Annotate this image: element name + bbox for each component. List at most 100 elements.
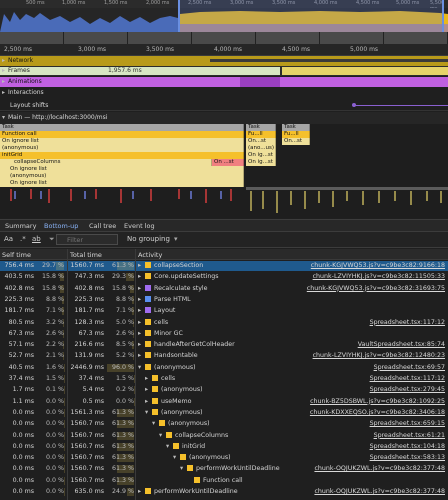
chevron-right-icon[interactable]: ▸ [138, 318, 142, 326]
regex-toggle[interactable]: .* [20, 235, 26, 243]
chevron-down-icon[interactable]: ▾ [138, 363, 142, 371]
chevron-down-icon[interactable]: ▾ [152, 420, 156, 428]
table-row[interactable]: 225.3 ms 8.8 % 225.3 ms 8.8 % ▸ Parse HTML [0, 295, 448, 305]
table-row[interactable]: 756.4 ms 29.7 % 1560.7 ms 61.3 % ▸ collapseSe… [0, 261, 448, 271]
source-link[interactable]: chunk-OQJUKZWL.js?v=c9be3c82:377:48 [314, 465, 445, 473]
source-link[interactable]: Spreadsheet.tsx:117:12 [369, 375, 445, 382]
flame-task[interactable]: Task [246, 124, 276, 131]
chevron-down-icon[interactable]: ▾ [173, 454, 177, 462]
source-link[interactable]: chunk-LZVIYHKJ.js?v=c9be3c82:12480:23 [312, 352, 445, 360]
layout-shifts-track[interactable]: Layout shifts [0, 99, 448, 111]
source-link[interactable]: chunk-KGJVWQ53.js?v=c9be3c82:9166:18 [310, 262, 445, 269]
grouping-select[interactable]: No grouping [127, 235, 170, 243]
interactions-track[interactable]: ▸ Interactions [0, 88, 448, 99]
flame-collapsecolumns[interactable]: collapseColumns [0, 159, 212, 166]
table-row[interactable]: 0.0 ms 0.0 % 1560.7 ms 61.3 % Function call [0, 476, 448, 486]
table-row[interactable]: 0.0 ms 0.0 % 1560.7 ms 61.3 % ▾ collapseColum… [0, 431, 448, 441]
header-activity[interactable]: Activity [138, 251, 163, 259]
source-link[interactable]: chunk-BZ5DSBWL.js?v=c9be3c82:1092:25 [310, 397, 445, 405]
chevron-right-icon[interactable]: ▸ [2, 57, 6, 64]
flame-ignore-list[interactable]: On ig...st [246, 159, 276, 166]
chevron-down-icon[interactable]: ▾ [145, 408, 149, 416]
flame-function-call[interactable]: Fu...ll [282, 131, 310, 138]
whole-word-toggle[interactable]: ab [32, 235, 41, 243]
source-link[interactable]: chunk-LZVIYHKJ.js?v=c9be3c82:11505:33 [312, 273, 445, 281]
source-link[interactable]: Spreadsheet.tsx:69:57 [373, 363, 445, 371]
frames-track[interactable]: ▸ Frames 1,957.6 ms [0, 66, 448, 76]
timeline-overview[interactable]: 500 ms 1,000 ms 1,500 ms 2,000 ms 2,500 … [0, 0, 448, 50]
network-track[interactable]: ▸ Network [0, 56, 448, 66]
chevron-down-icon[interactable]: ▾ [166, 442, 170, 450]
table-row[interactable]: 403.5 ms 15.8 % 747.3 ms 29.3 % ▸ Core.update… [0, 272, 448, 282]
tab-event-log[interactable]: Event log [124, 222, 155, 230]
animations-track[interactable]: ▸ Animations [0, 77, 448, 87]
table-row[interactable]: 1.1 ms 0.0 % 0.5 ms 0.0 % ▸ useMemo chunk-BZ5D… [0, 397, 448, 407]
flame-mini-call[interactable]: On ...st [212, 159, 244, 166]
table-row[interactable]: 40.5 ms 1.6 % 2446.9 ms 96.0 % ▾ (anonymous) S… [0, 363, 448, 373]
chevron-right-icon[interactable]: ▸ [2, 78, 6, 85]
chevron-right-icon[interactable]: ▸ [138, 273, 142, 281]
source-link[interactable]: Spreadsheet.tsx:104:18 [369, 442, 445, 450]
table-row[interactable]: 67.3 ms 2.6 % 67.3 ms 2.6 % ▸ Minor GC [0, 329, 448, 339]
chevron-right-icon[interactable]: ▸ [145, 386, 149, 394]
filter-input[interactable] [56, 234, 118, 245]
chevron-right-icon[interactable]: ▸ [138, 329, 142, 337]
match-case-toggle[interactable]: Aa [4, 235, 14, 243]
header-self-time[interactable]: Self time [2, 251, 31, 259]
source-link[interactable]: VaultSpreadsheet.tsx:85:74 [357, 341, 445, 349]
flame-ignore-list[interactable]: On...st [246, 138, 276, 145]
table-row[interactable]: 1.7 ms 0.1 % 5.4 ms 0.2 % ▸ (anonymous) Spread… [0, 385, 448, 395]
flame-ignore-list[interactable]: On ig...st [246, 152, 276, 159]
chevron-right-icon[interactable]: ▸ [138, 341, 142, 349]
chevron-right-icon[interactable]: ▸ [145, 397, 149, 405]
flame-task[interactable]: Task [282, 124, 310, 131]
table-row[interactable]: 0.0 ms 0.0 % 635.0 ms 24.9 % ▸ performWorkUnt… [0, 487, 448, 497]
source-link[interactable]: Spreadsheet.tsx:583:13 [369, 454, 445, 462]
flame-chart[interactable]: Task Function call On ignore list (anony… [0, 124, 448, 218]
chevron-right-icon[interactable]: ▸ [145, 375, 149, 382]
table-row[interactable]: 402.8 ms 15.8 % 402.8 ms 15.8 % ▸ Recalculate… [0, 284, 448, 294]
chevron-down-icon[interactable]: ▾ [2, 114, 6, 121]
flame-anonymous[interactable]: (ano...us) [246, 145, 276, 152]
column-divider[interactable] [67, 249, 68, 500]
chevron-down-icon[interactable]: ▾ [159, 431, 163, 439]
table-row[interactable]: 0.0 ms 0.0 % 1560.7 ms 61.3 % ▾ performWorkUn… [0, 464, 448, 474]
source-link[interactable]: Spreadsheet.tsx:117:12 [369, 318, 445, 326]
tab-summary[interactable]: Summary [5, 222, 37, 230]
table-row[interactable]: 52.7 ms 2.1 % 131.9 ms 5.2 % ▸ Handsontable ch… [0, 351, 448, 361]
column-divider[interactable] [135, 249, 136, 500]
source-link[interactable]: Spreadsheet.tsx:279:45 [369, 386, 445, 394]
chevron-right-icon[interactable]: ▸ [138, 352, 142, 360]
source-link[interactable]: chunk-OQJUKZWL.js?v=c9be3c82:377:48 [314, 488, 445, 495]
flame-ignore-list[interactable]: On...st [282, 138, 310, 145]
main-thread-track-header[interactable]: ▾ Main — http://localhost:3000/msi [0, 112, 448, 124]
flame-function-call[interactable]: Fu...ll [246, 131, 276, 138]
table-row[interactable]: 37.4 ms 1.5 % 37.4 ms 1.5 % ▸ cells Spreadshee… [0, 374, 448, 384]
chevron-right-icon[interactable]: ▸ [138, 295, 142, 303]
header-total-time[interactable]: Total time [70, 251, 102, 259]
flame-initgrid[interactable]: initGrid [0, 152, 244, 159]
chevron-right-icon[interactable]: ▸ [138, 488, 142, 495]
tab-call-tree[interactable]: Call tree [89, 222, 117, 230]
flame-ignore-list[interactable]: On ignore list [0, 166, 244, 173]
flame-anonymous[interactable]: (anonymous) [0, 173, 244, 180]
chevron-right-icon[interactable]: ▸ [138, 284, 142, 292]
table-row[interactable]: 0.0 ms 0.0 % 1560.7 ms 61.3 % ▾ (anonymous) Sp… [0, 453, 448, 463]
table-row[interactable]: 0.0 ms 0.0 % 1560.7 ms 61.3 % ▾ (anonymous) Sp… [0, 419, 448, 429]
source-link[interactable]: Spreadsheet.tsx:659:15 [369, 420, 445, 428]
flame-function-call[interactable]: Function call [0, 131, 244, 138]
table-row[interactable]: 0.0 ms 0.0 % 1560.7 ms 61.3 % ▾ initGrid Sprea… [0, 442, 448, 452]
source-link[interactable]: Spreadsheet.tsx:61:21 [373, 431, 445, 439]
flame-ignore-list[interactable]: On ignore list [0, 180, 244, 187]
chevron-right-icon[interactable]: ▸ [138, 307, 142, 315]
table-row[interactable]: 0.0 ms 0.0 % 1561.3 ms 61.3 % ▾ (anonymous) ch… [0, 408, 448, 418]
chevron-right-icon[interactable]: ▸ [2, 89, 6, 96]
chevron-down-icon[interactable]: ▾ [180, 465, 184, 473]
table-row[interactable]: 80.5 ms 3.2 % 128.3 ms 5.0 % ▸ cells Spreadshe… [0, 318, 448, 328]
table-row[interactable]: 57.1 ms 2.2 % 216.6 ms 8.5 % ▸ handleAfterGet… [0, 340, 448, 350]
flame-ignore-list[interactable]: On ignore list [0, 138, 244, 145]
flame-anonymous[interactable]: (anonymous) [0, 145, 244, 152]
source-link[interactable]: chunk-KGJVWQ53.js?v=c9be3c82:31693:75 [306, 284, 445, 292]
chevron-right-icon[interactable]: ▸ [138, 262, 142, 269]
flame-task[interactable]: Task [0, 124, 244, 131]
